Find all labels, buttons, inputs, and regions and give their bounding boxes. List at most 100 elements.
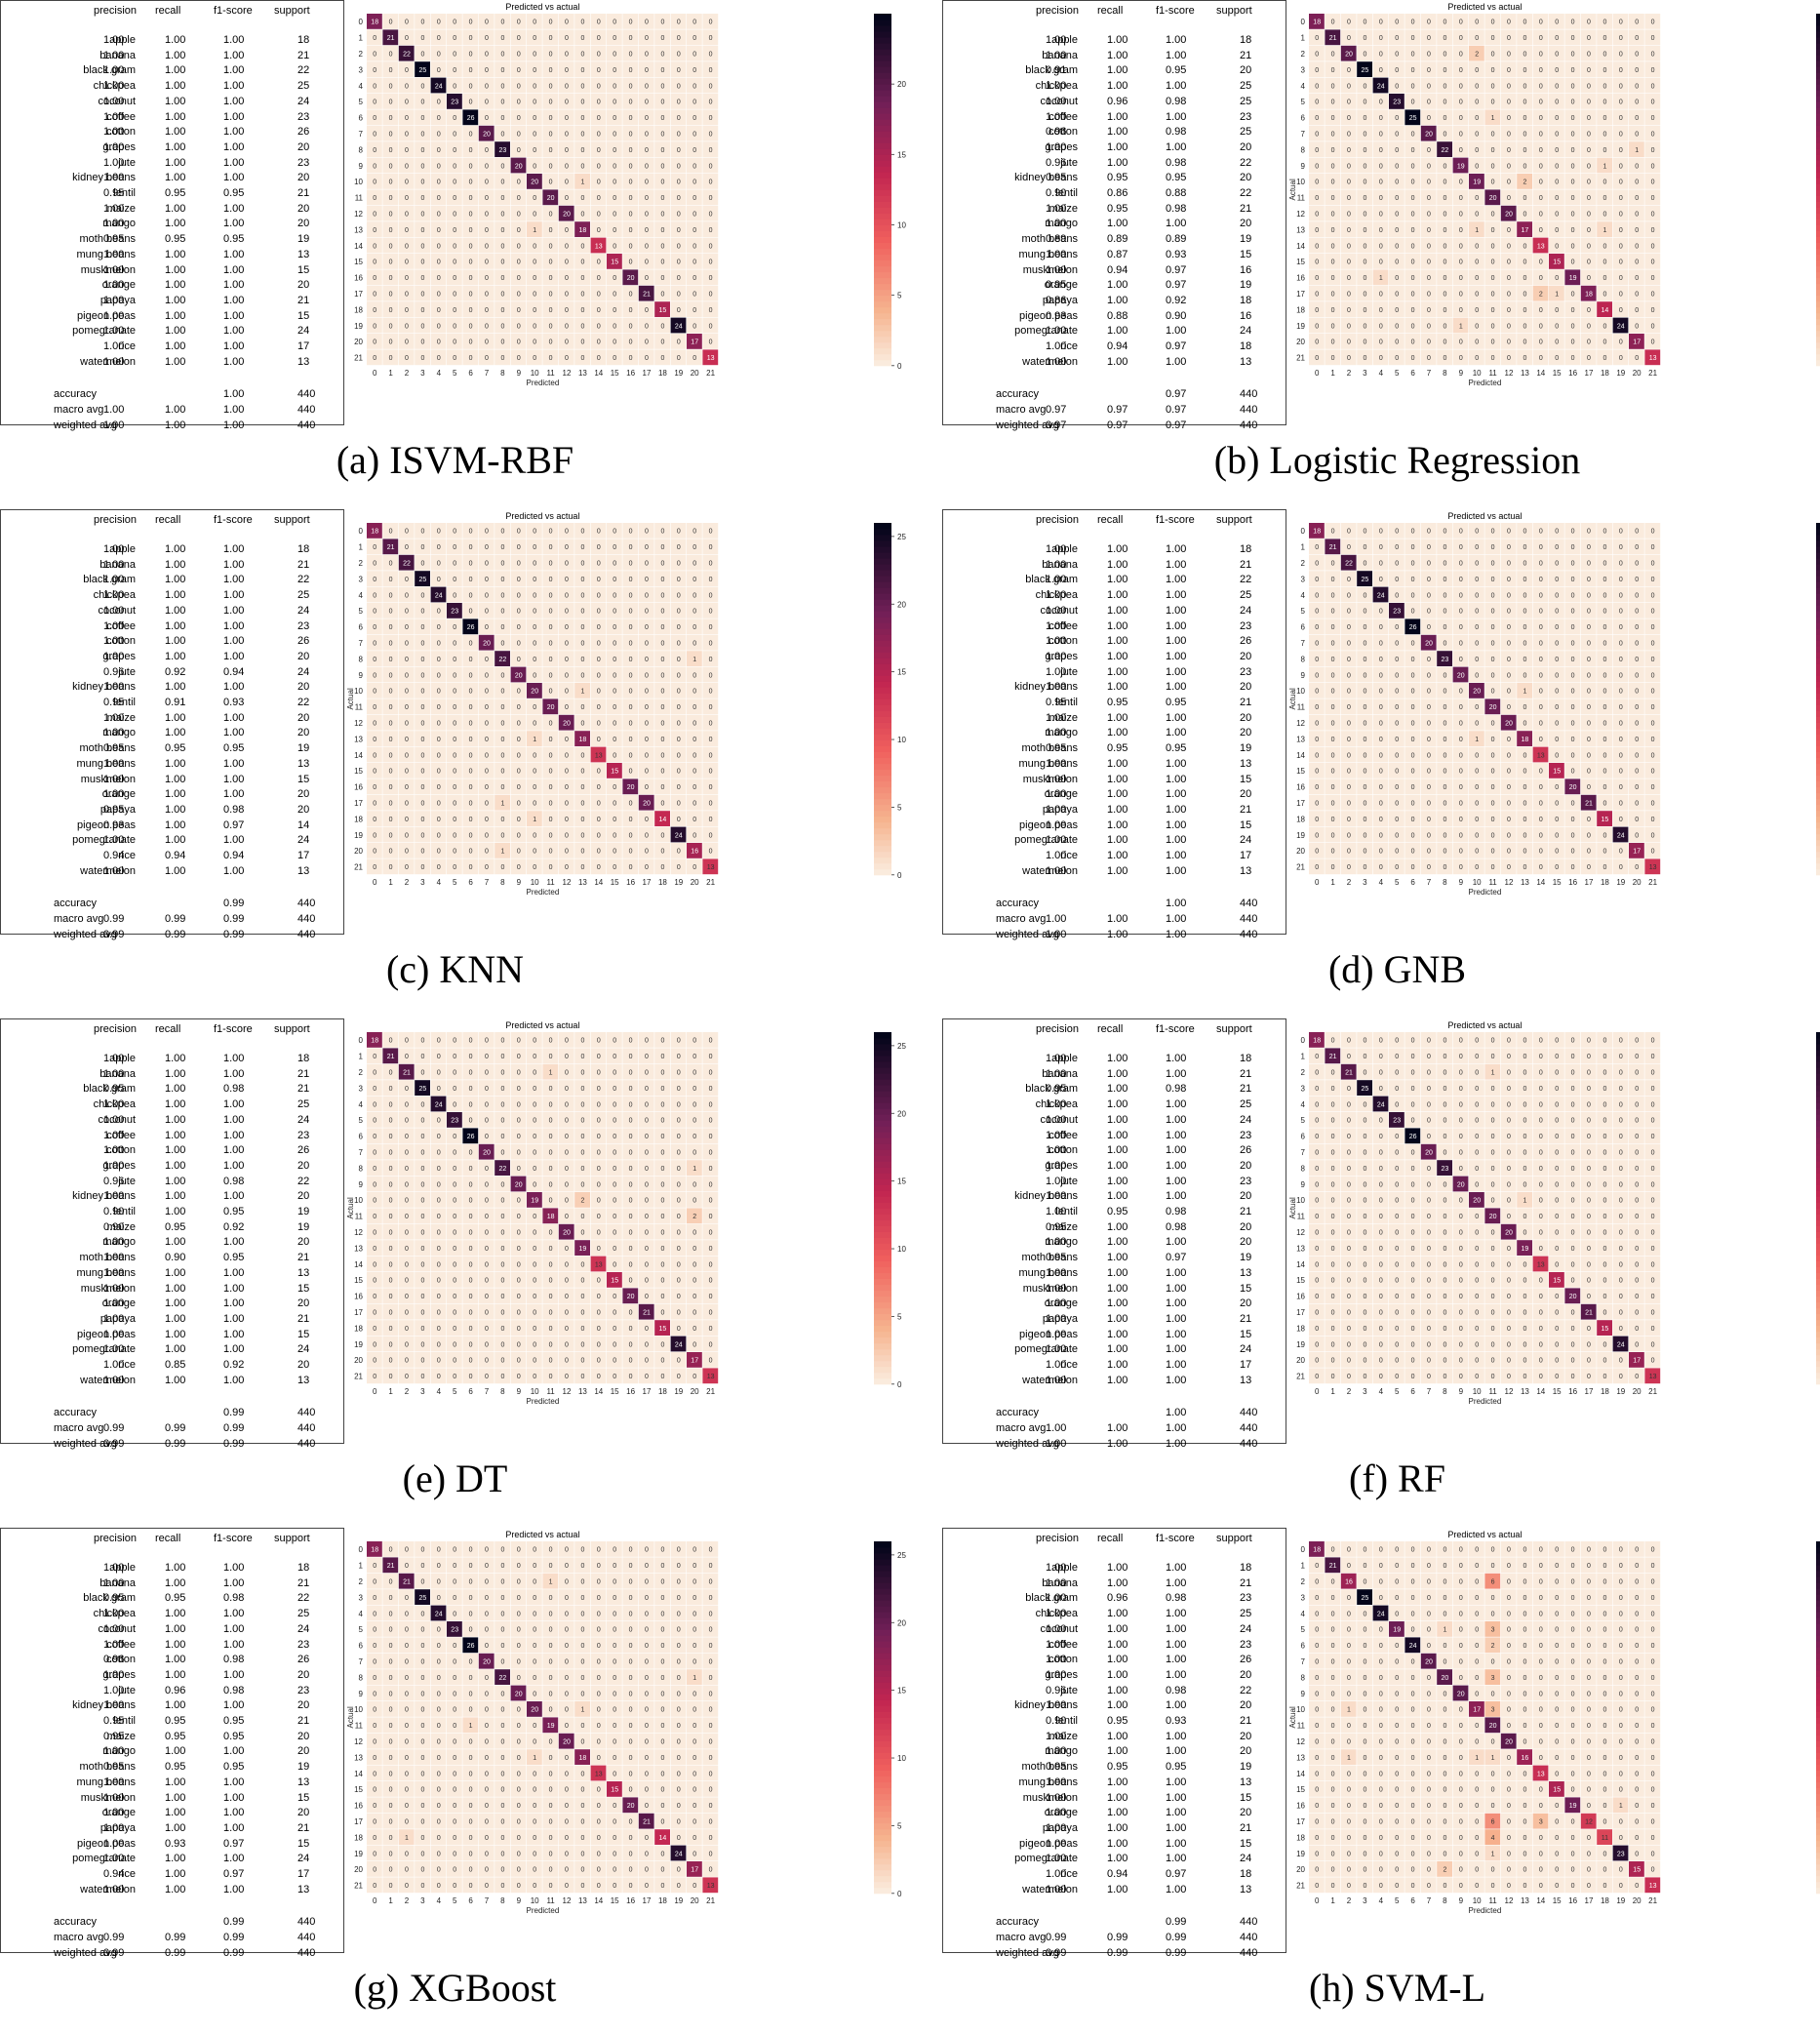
cell-value: 0 [613, 672, 616, 679]
report-value: 1.00 [1107, 589, 1128, 601]
cell-value: 0 [469, 83, 473, 90]
x-tick-label: 3 [420, 369, 425, 378]
cell-value: 0 [1507, 163, 1511, 170]
colorbar-segment [1816, 576, 1820, 582]
cell-value: 0 [709, 561, 713, 568]
report-value: 1.00 [103, 1098, 124, 1110]
cell-value: 0 [677, 35, 681, 42]
cell-value: 0 [517, 641, 521, 648]
colorbar-segment [1816, 137, 1820, 143]
panel-caption: (c) KNN [0, 946, 910, 992]
cell-value: 0 [677, 769, 681, 776]
x-tick-label: 13 [1521, 878, 1529, 887]
cell-value: 0 [677, 704, 681, 711]
colorbar-tick-label: 10 [897, 736, 906, 744]
report-value: 1.00 [1046, 574, 1066, 585]
cell-value: 0 [420, 307, 424, 314]
report-value: 1.00 [165, 1176, 185, 1187]
cell-value: 0 [660, 832, 664, 839]
cell-value: 0 [677, 180, 681, 186]
report-value: 1.00 [223, 64, 244, 76]
cell-value: 0 [485, 672, 489, 679]
cell-value: 0 [469, 689, 473, 696]
y-tick-label: 7 [1301, 639, 1306, 648]
cell-value: 0 [1315, 752, 1319, 759]
cell-value: 0 [469, 147, 473, 154]
cell-value: 0 [1619, 307, 1623, 314]
colorbar-segment [1816, 337, 1820, 343]
cell-value: 0 [1363, 100, 1366, 106]
cell-value: 0 [613, 163, 616, 170]
cell-value: 0 [469, 721, 473, 728]
cell-value: 0 [1619, 769, 1623, 776]
report-value: 1.00 [1107, 126, 1128, 138]
cell-value: 0 [1602, 195, 1606, 202]
report-value: 0.95 [1046, 172, 1066, 183]
colorbar-segment [1816, 72, 1820, 79]
cell-value: 0 [373, 817, 376, 823]
report-value: 1.00 [165, 80, 185, 92]
cell-value: 0 [613, 292, 616, 299]
cell-value: 0 [1475, 355, 1479, 362]
cell-value: 0 [1363, 689, 1366, 696]
cell-value: 0 [1587, 115, 1591, 122]
report-summary-value: 0.99 [103, 1422, 124, 1434]
cell-value: 0 [453, 115, 456, 122]
report-value: 1.00 [1166, 865, 1186, 877]
colorbar-segment [874, 213, 891, 219]
cell-value: 0 [580, 339, 584, 346]
report-value: 1.00 [103, 635, 124, 647]
colorbar-segment [874, 646, 891, 653]
cell-value: 0 [660, 275, 664, 282]
report-value: 24 [297, 834, 309, 846]
report-value: 0.89 [1166, 233, 1186, 245]
cell-value: 0 [1539, 339, 1543, 346]
colorbar-segment [1816, 593, 1820, 600]
report-value: 1.00 [1046, 96, 1066, 107]
cell-value: 0 [1619, 212, 1623, 219]
cell-value: 0 [580, 292, 584, 299]
cell-value: 0 [645, 752, 649, 759]
chart-title: Predicted vs actual [505, 2, 579, 12]
cell-value: 0 [1539, 115, 1543, 122]
colorbar-segment [874, 811, 891, 818]
report-value: 1.00 [223, 1267, 244, 1279]
colorbar-segment [874, 113, 891, 120]
cell-value: 0 [1475, 784, 1479, 791]
cell-value: 0 [389, 67, 393, 74]
cell-value: 19 [1473, 180, 1481, 186]
report-value: 19 [1240, 742, 1251, 754]
cell-value: 0 [373, 624, 376, 631]
report-value: 1.00 [223, 34, 244, 46]
report-value: 1.00 [223, 774, 244, 785]
x-tick-label: 21 [706, 878, 715, 887]
cell-value: 0 [453, 243, 456, 250]
cell-value: 0 [500, 609, 504, 616]
cell-value: 0 [500, 737, 504, 743]
cell-value: 0 [580, 212, 584, 219]
cell-value: 0 [1587, 641, 1591, 648]
colorbar-segment [1816, 628, 1820, 635]
cell-value: 0 [1331, 609, 1335, 616]
cell-value: 0 [565, 163, 569, 170]
cell-value: 0 [597, 544, 601, 551]
report-value: 18 [297, 34, 309, 46]
y-tick-label: 20 [1296, 847, 1305, 856]
cell-value: 0 [1395, 784, 1399, 791]
cell-value: 0 [1411, 147, 1415, 154]
cell-value: 0 [1619, 100, 1623, 106]
report-header: precision [94, 5, 137, 17]
x-tick-label: 6 [468, 878, 473, 887]
report-value: 1.00 [165, 1144, 185, 1156]
colorbar-segment [1816, 313, 1820, 320]
report-value: 1.00 [1166, 788, 1186, 800]
report-value: 1.00 [223, 1114, 244, 1126]
cell-value: 0 [1315, 657, 1319, 663]
cell-value: 0 [645, 624, 649, 631]
cell-value: 0 [1331, 624, 1335, 631]
cell-value: 0 [517, 849, 521, 856]
cell-value: 0 [517, 544, 521, 551]
report-summary-value: 0.97 [1166, 419, 1186, 431]
cell-value: 0 [580, 752, 584, 759]
cell-value: 0 [533, 323, 536, 330]
